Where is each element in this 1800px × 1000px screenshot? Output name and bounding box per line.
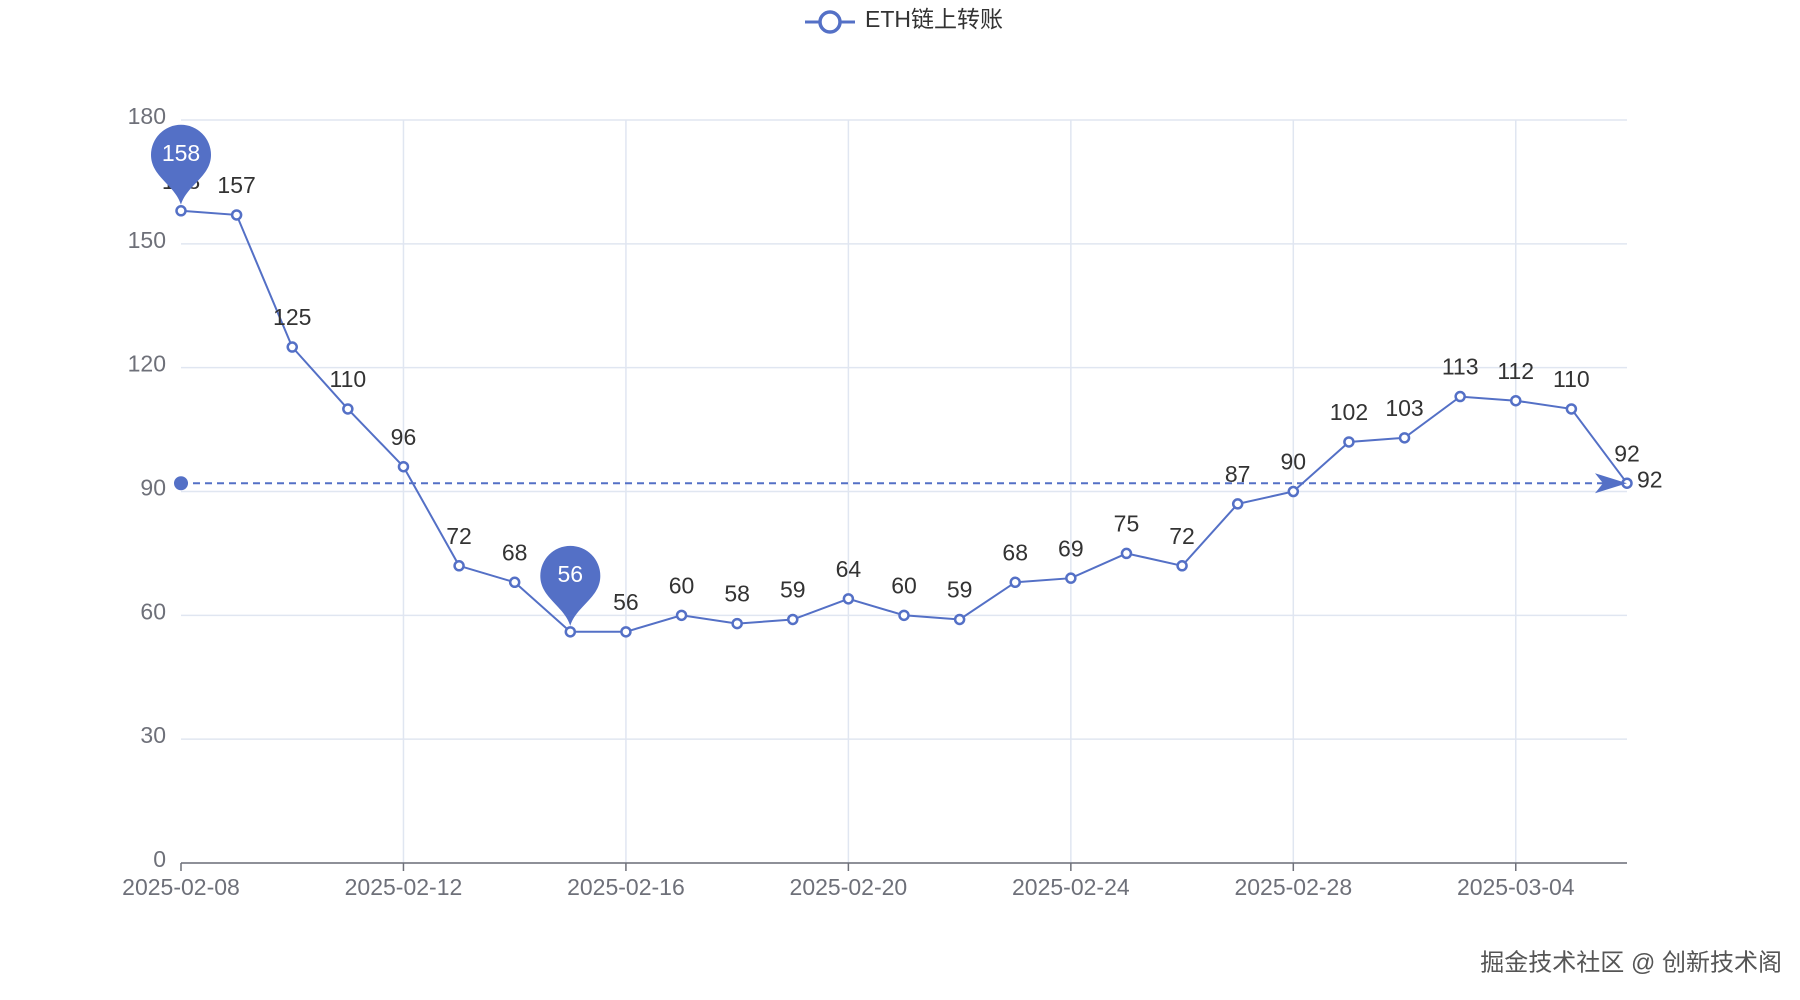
data-label: 110 <box>330 366 367 392</box>
point <box>1510 394 1522 407</box>
x-tick-label: 2025-03-04 <box>1457 874 1575 900</box>
data-label: 56 <box>613 589 639 615</box>
y-tick-label: 150 <box>128 227 166 253</box>
point <box>286 341 298 353</box>
point <box>953 613 966 626</box>
mark-line-label: 92 <box>1637 466 1663 492</box>
data-label: 72 <box>1169 523 1195 549</box>
point <box>1176 560 1188 572</box>
mark-point <box>540 545 601 626</box>
x-tick-label: 2025-02-20 <box>790 874 908 900</box>
point <box>1287 485 1300 498</box>
point <box>731 617 743 630</box>
data-label: 110 <box>1553 366 1590 392</box>
point <box>1398 432 1411 444</box>
y-tick-label: 180 <box>128 103 166 129</box>
legend-label: ETH链上转账 <box>865 6 1003 32</box>
y-tick-label: 30 <box>140 722 166 748</box>
y-tick-label: 0 <box>153 846 166 872</box>
data-label: 112 <box>1497 358 1534 384</box>
watermark: 掘金技术社区 @ 创新技术阁 <box>1480 949 1782 976</box>
point <box>1120 547 1133 560</box>
data-label: 69 <box>1058 535 1084 561</box>
point <box>564 626 577 638</box>
y-tick-label: 90 <box>140 475 166 501</box>
point <box>397 460 410 473</box>
point <box>1231 498 1244 510</box>
x-tick-label: 2025-02-28 <box>1234 874 1352 900</box>
data-label: 157 <box>217 172 255 198</box>
data-label: 64 <box>836 556 862 582</box>
point <box>230 209 243 221</box>
data-label: 125 <box>273 304 311 330</box>
point <box>453 560 465 572</box>
mark-point-label: 158 <box>162 140 200 166</box>
legend[interactable]: ETH链上转账 <box>805 6 1003 34</box>
point <box>1454 390 1466 403</box>
x-tick-label: 2025-02-12 <box>345 874 463 900</box>
data-label: 68 <box>1002 539 1028 565</box>
point <box>620 626 632 638</box>
data-label: 92 <box>1614 440 1640 466</box>
point <box>787 613 799 626</box>
data-label: 103 <box>1385 395 1423 421</box>
x-tick-label: 2025-02-16 <box>567 874 685 900</box>
data-label: 59 <box>780 577 806 603</box>
data-label: 72 <box>446 523 472 549</box>
data-label: 58 <box>724 581 750 607</box>
x-tick-label: 2025-02-24 <box>1012 874 1130 900</box>
point <box>1343 436 1355 448</box>
point <box>1565 403 1578 415</box>
data-label: 102 <box>1330 399 1368 425</box>
data-label: 75 <box>1114 510 1140 536</box>
data-label: 59 <box>947 577 973 603</box>
data-label: 68 <box>502 539 528 565</box>
legend-symbol <box>818 10 842 34</box>
point <box>898 609 910 622</box>
data-label: 113 <box>1442 354 1479 380</box>
point <box>342 403 354 415</box>
x-tick-label: 2025-02-08 <box>122 874 240 900</box>
point <box>175 205 187 217</box>
point <box>1065 572 1077 584</box>
data-label: 90 <box>1281 449 1307 475</box>
mark-line-arrow <box>1595 473 1627 494</box>
point <box>842 593 855 605</box>
point <box>675 609 688 622</box>
mark-point-label: 56 <box>558 561 584 587</box>
y-tick-label: 60 <box>140 598 166 624</box>
y-tick-label: 120 <box>128 351 166 377</box>
data-label: 60 <box>669 572 695 598</box>
line <box>180 209 1628 633</box>
point <box>1009 576 1021 589</box>
mark-point <box>151 124 211 205</box>
data-label: 60 <box>891 572 917 598</box>
point <box>508 576 521 589</box>
data-label: 96 <box>391 424 417 450</box>
